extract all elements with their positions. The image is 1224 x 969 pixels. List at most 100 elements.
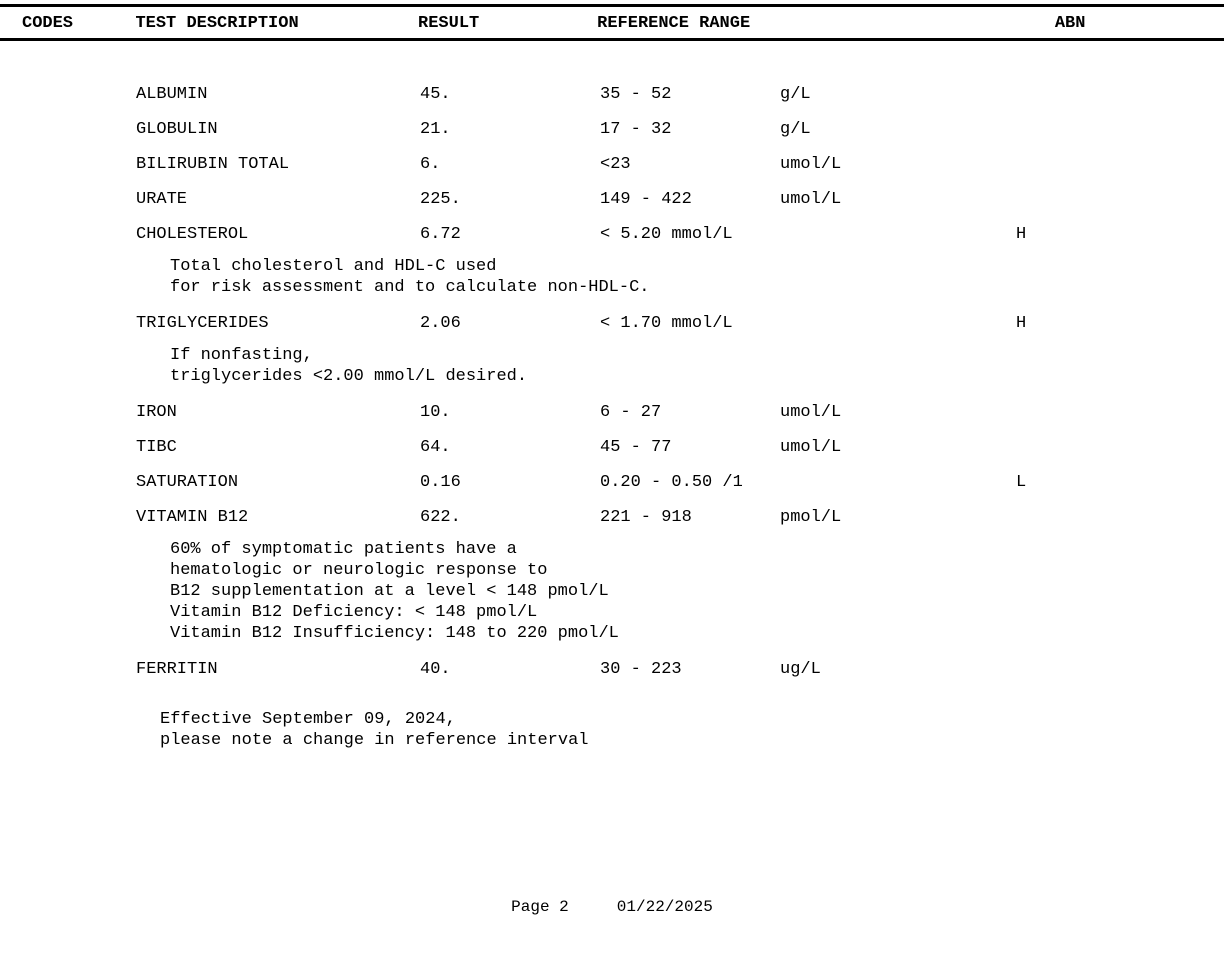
codes-cell [0, 509, 136, 526]
abnormal-flag [910, 86, 1080, 103]
test-name: TIBC [136, 439, 420, 456]
test-range: 45 - 77 [600, 439, 780, 456]
abnormal-flag [910, 156, 1080, 173]
test-row: URATE225.149 - 422umol/L [0, 182, 1224, 217]
note-line: Vitamin B12 Deficiency: < 148 pmol/L [170, 602, 1224, 623]
test-unit: pmol/L [780, 509, 910, 526]
table-header: CODES TEST DESCRIPTION RESULT REFERENCE … [0, 7, 1224, 38]
test-name: FERRITIN [136, 661, 420, 678]
test-row: CHOLESTEROL6.72< 5.20 mmol/L H [0, 217, 1224, 252]
test-range: 17 - 32 [600, 121, 780, 138]
results-body: ALBUMIN45.35 - 52g/LGLOBULIN21.17 - 32g/… [0, 41, 1224, 759]
test-row: FERRITIN40.30 - 223ug/L [0, 652, 1224, 687]
note-line: B12 supplementation at a level < 148 pmo… [170, 581, 1224, 602]
note-line: Vitamin B12 Insufficiency: 148 to 220 pm… [170, 623, 1224, 644]
footer-date: 01/22/2025 [617, 898, 713, 916]
header-test: TEST DESCRIPTION [135, 15, 418, 32]
abnormal-flag [910, 121, 1080, 138]
note-line: triglycerides <2.00 mmol/L desired. [170, 366, 1224, 387]
test-name: IRON [136, 404, 420, 421]
b12-note: 60% of symptomatic patients have ahemato… [170, 535, 1224, 652]
test-unit: umol/L [780, 191, 910, 208]
page-footer: Page 2 01/22/2025 [0, 899, 1224, 915]
test-name: CHOLESTEROL [136, 226, 420, 243]
abnormal-flag: H [910, 315, 1080, 332]
note-line: for risk assessment and to calculate non… [170, 277, 1224, 298]
codes-cell [0, 404, 136, 421]
codes-cell [0, 474, 136, 491]
test-range: 0.20 - 0.50 /1 [600, 474, 780, 491]
test-unit [780, 474, 910, 491]
note-line: Effective September 09, 2024, [160, 709, 1224, 730]
codes-cell [0, 439, 136, 456]
footer-page: Page 2 [511, 898, 569, 916]
test-unit: umol/L [780, 404, 910, 421]
test-result: 6.72 [420, 226, 600, 243]
triglycerides-note: If nonfasting,triglycerides <2.00 mmol/L… [170, 341, 1224, 395]
test-result: 6. [420, 156, 600, 173]
test-name: BILIRUBIN TOTAL [136, 156, 420, 173]
abnormal-flag: H [910, 226, 1080, 243]
test-row: TIBC64.45 - 77umol/L [0, 430, 1224, 465]
ferritin-note: Effective September 09, 2024,please note… [160, 705, 1224, 759]
test-range: 149 - 422 [600, 191, 780, 208]
test-range: <23 [600, 156, 780, 173]
lab-report-page: CODES TEST DESCRIPTION RESULT REFERENCE … [0, 0, 1224, 969]
test-row: SATURATION0.160.20 - 0.50 /1 L [0, 465, 1224, 500]
test-range: 221 - 918 [600, 509, 780, 526]
test-result: 622. [420, 509, 600, 526]
abnormal-flag [910, 439, 1080, 456]
test-result: 2.06 [420, 315, 600, 332]
abnormal-flag: L [910, 474, 1080, 491]
note-line: Total cholesterol and HDL-C used [170, 256, 1224, 277]
test-result: 225. [420, 191, 600, 208]
test-result: 64. [420, 439, 600, 456]
test-unit: umol/L [780, 156, 910, 173]
test-name: ALBUMIN [136, 86, 420, 103]
test-name: GLOBULIN [136, 121, 420, 138]
test-name: URATE [136, 191, 420, 208]
test-unit: g/L [780, 86, 910, 103]
abnormal-flag [910, 191, 1080, 208]
abnormal-flag [910, 661, 1080, 678]
codes-cell [0, 156, 136, 173]
test-unit: umol/L [780, 439, 910, 456]
cholesterol-note: Total cholesterol and HDL-C usedfor risk… [170, 252, 1224, 306]
note-line: hematologic or neurologic response to [170, 560, 1224, 581]
header-abn: ABN [1055, 15, 1224, 32]
header-range: REFERENCE RANGE [597, 15, 1055, 32]
codes-cell [0, 661, 136, 678]
test-row: IRON10.6 - 27umol/L [0, 395, 1224, 430]
abnormal-flag [910, 509, 1080, 526]
test-row: GLOBULIN21.17 - 32g/L [0, 112, 1224, 147]
test-result: 0.16 [420, 474, 600, 491]
codes-cell [0, 191, 136, 208]
test-row: VITAMIN B12622.221 - 918pmol/L [0, 500, 1224, 535]
note-line: please note a change in reference interv… [160, 730, 1224, 751]
test-result: 21. [420, 121, 600, 138]
codes-cell [0, 121, 136, 138]
note-line: 60% of symptomatic patients have a [170, 539, 1224, 560]
test-range: < 5.20 mmol/L [600, 226, 780, 243]
test-range: 35 - 52 [600, 86, 780, 103]
test-unit: g/L [780, 121, 910, 138]
test-row: TRIGLYCERIDES2.06< 1.70 mmol/L H [0, 306, 1224, 341]
test-name: VITAMIN B12 [136, 509, 420, 526]
test-unit [780, 226, 910, 243]
header-result: RESULT [418, 15, 597, 32]
test-result: 10. [420, 404, 600, 421]
test-result: 45. [420, 86, 600, 103]
header-codes: CODES [0, 15, 135, 32]
codes-cell [0, 315, 136, 332]
test-name: SATURATION [136, 474, 420, 491]
test-range: 30 - 223 [600, 661, 780, 678]
test-range: < 1.70 mmol/L [600, 315, 780, 332]
codes-cell [0, 86, 136, 103]
test-name: TRIGLYCERIDES [136, 315, 420, 332]
test-range: 6 - 27 [600, 404, 780, 421]
test-row: BILIRUBIN TOTAL6.<23umol/L [0, 147, 1224, 182]
note-line: If nonfasting, [170, 345, 1224, 366]
test-row: ALBUMIN45.35 - 52g/L [0, 77, 1224, 112]
codes-cell [0, 226, 136, 243]
abnormal-flag [910, 404, 1080, 421]
